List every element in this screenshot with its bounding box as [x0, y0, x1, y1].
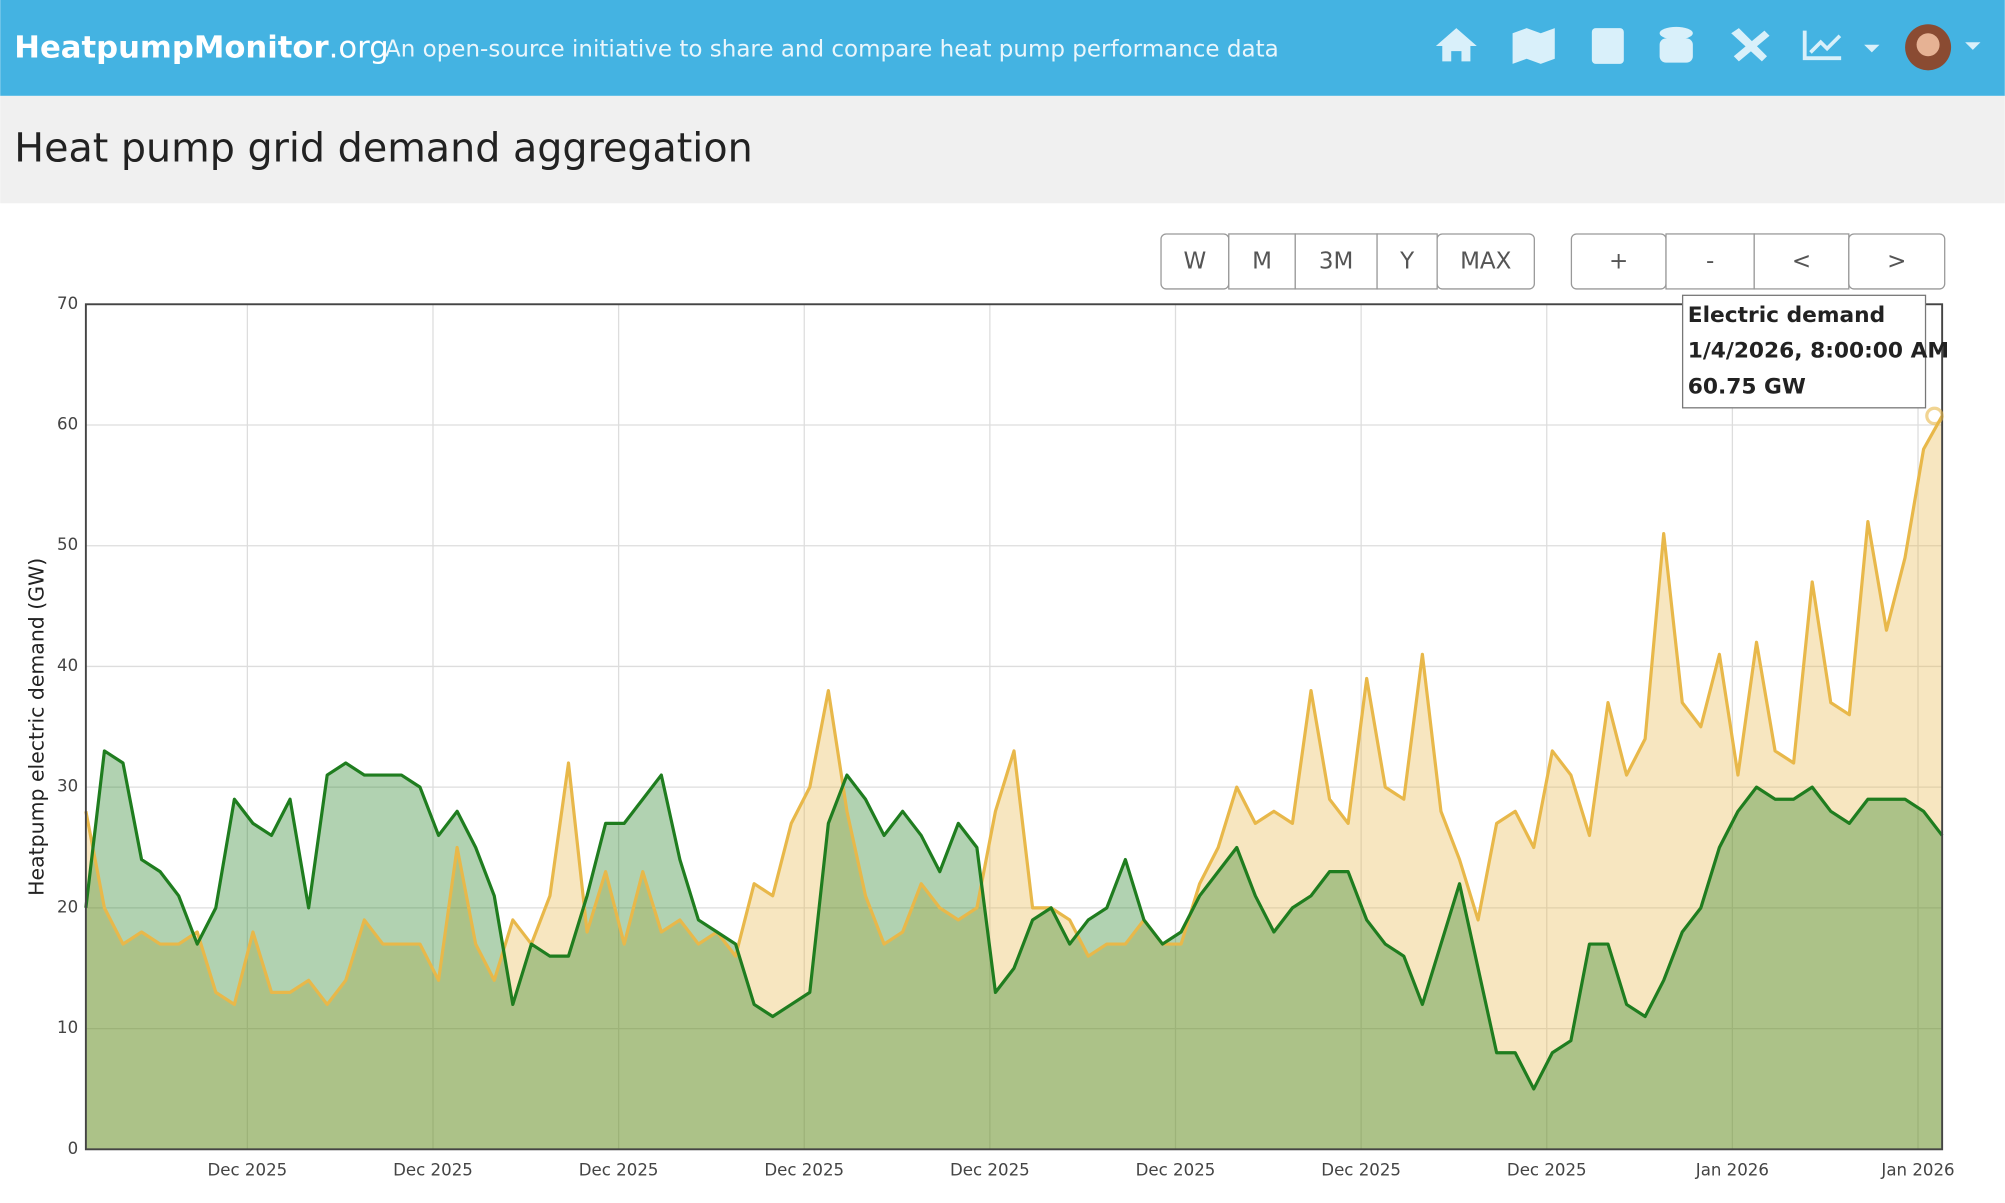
x-tick-label: Dec 2025: [764, 1161, 844, 1180]
area-fill: [85, 750, 1943, 1150]
button-label[interactable]: -: [1706, 249, 1714, 275]
x-tick-label: Dec 2025: [208, 1161, 288, 1180]
button[interactable]: -: [1665, 233, 1755, 290]
x-tick-label: Dec 2025: [393, 1161, 473, 1180]
y-tick-label: 30: [57, 777, 78, 796]
series-line: [84, 749, 1944, 1091]
x-tick-label: Dec 2025: [1507, 1161, 1587, 1180]
button[interactable]: M: [1228, 233, 1296, 290]
y-tick-label: 20: [57, 897, 78, 916]
button-groups: W M 3M Y MAX + - < >: [1160, 233, 1946, 290]
button[interactable]: W: [1160, 233, 1230, 290]
button-box[interactable]: [1228, 233, 1296, 290]
y-tick-label: 70: [57, 294, 78, 313]
db-icon-body[interactable]: [1659, 38, 1693, 63]
series-line: [84, 415, 1944, 1007]
tagline: An open-source initiative to share and c…: [385, 36, 1279, 62]
map-icon[interactable]: [1512, 28, 1555, 64]
hover-point: [1925, 406, 1944, 426]
nav-icons: [1435, 24, 1981, 71]
brand[interactable]: HeatpumpMonitor.org: [14, 30, 388, 65]
page-title: Heat pump grid demand aggregation: [14, 125, 752, 171]
tooltip-title: Electric demand: [1688, 303, 1885, 328]
button[interactable]: +: [1570, 233, 1667, 290]
button[interactable]: <: [1753, 233, 1850, 290]
y-tick-label: 10: [57, 1018, 78, 1037]
brand-suffix[interactable]: .org: [329, 30, 389, 65]
button-box[interactable]: [1436, 233, 1535, 290]
x-tick-label: Dec 2025: [1136, 1161, 1216, 1180]
button-label[interactable]: W: [1184, 249, 1207, 275]
y-axis-label: Heatpump electric demand (GW): [24, 558, 48, 896]
button-box[interactable]: [1848, 233, 1946, 290]
y-tick-label: 0: [68, 1139, 79, 1158]
avatar-face: [1916, 33, 1940, 57]
x-tick-label: Dec 2025: [579, 1161, 659, 1180]
button-box[interactable]: [1753, 233, 1850, 290]
button-label[interactable]: Y: [1399, 249, 1415, 275]
button-label[interactable]: <: [1792, 249, 1811, 275]
db-icon[interactable]: [1659, 26, 1693, 40]
home-icon[interactable]: [1435, 28, 1477, 62]
tooltip: Electric demand 1/4/2026, 8:00:00 AM 60.75…: [1681, 294, 1949, 409]
chart-icon[interactable]: [1802, 30, 1842, 61]
x-tick-label: Jan 2026: [1695, 1161, 1769, 1180]
x-tick-label: Jan 2026: [1880, 1161, 1954, 1180]
dropdown-caret[interactable]: [1965, 42, 1981, 50]
title-bar: [0, 95, 2005, 204]
button-label[interactable]: >: [1887, 249, 1906, 275]
tools-icon[interactable]: [1731, 28, 1770, 62]
y-tick-label: 50: [57, 535, 78, 554]
tooltip-time: 1/4/2026, 8:00:00 AM: [1688, 339, 1949, 364]
tooltip-value: 60.75 GW: [1688, 374, 1806, 399]
book-icon[interactable]: [1591, 28, 1624, 64]
chart: 0 10 20 30 40 50 60 70 Dec 2025 Dec 2025 Dec 2025 D…: [24, 294, 1954, 1180]
button[interactable]: 3M: [1294, 233, 1378, 290]
brand-main[interactable]: HeatpumpMonitor: [14, 30, 329, 65]
x-tick-label: Dec 2025: [950, 1161, 1030, 1180]
y-tick-label: 40: [57, 656, 78, 675]
dropdown-caret[interactable]: [1864, 44, 1880, 53]
button-label[interactable]: M: [1252, 249, 1272, 275]
button-label[interactable]: MAX: [1460, 249, 1512, 275]
button-box[interactable]: [1294, 233, 1378, 290]
button[interactable]: Y: [1376, 233, 1438, 290]
button-label[interactable]: 3M: [1319, 249, 1353, 275]
y-tick-label: 60: [57, 414, 78, 433]
button-label[interactable]: +: [1609, 249, 1628, 275]
tooltip-box: [1681, 294, 1927, 409]
x-tick-label: Dec 2025: [1321, 1161, 1401, 1180]
button[interactable]: MAX: [1436, 233, 1535, 290]
plot-frame: [84, 303, 1944, 1151]
button[interactable]: >: [1848, 233, 1946, 290]
